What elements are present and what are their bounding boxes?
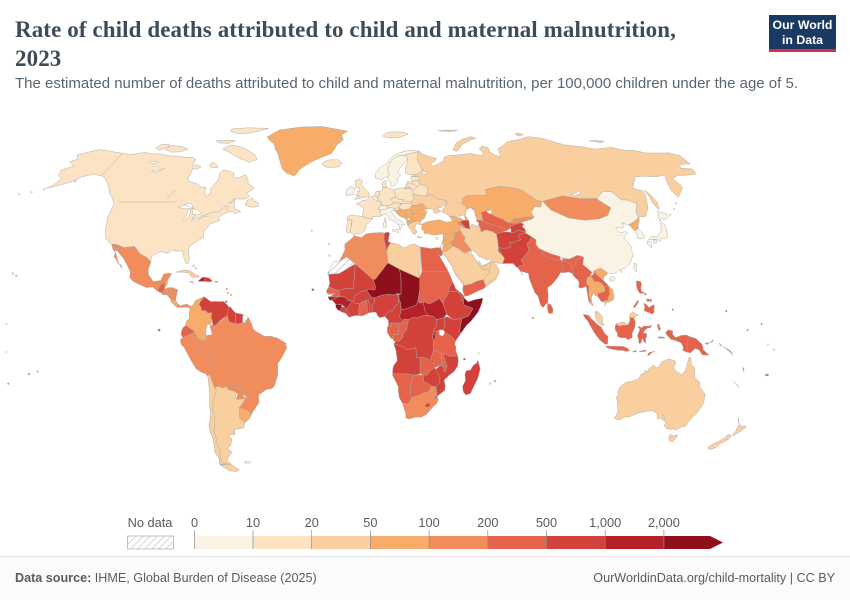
svg-text:No data: No data <box>128 515 174 530</box>
svg-text:100: 100 <box>418 515 439 530</box>
svg-text:1,000: 1,000 <box>589 515 621 530</box>
svg-text:50: 50 <box>363 515 377 530</box>
svg-text:20: 20 <box>305 515 319 530</box>
svg-text:0: 0 <box>191 515 198 530</box>
svg-text:2,000: 2,000 <box>648 515 680 530</box>
svg-text:10: 10 <box>246 515 260 530</box>
svg-text:500: 500 <box>536 515 557 530</box>
svg-text:200: 200 <box>477 515 498 530</box>
